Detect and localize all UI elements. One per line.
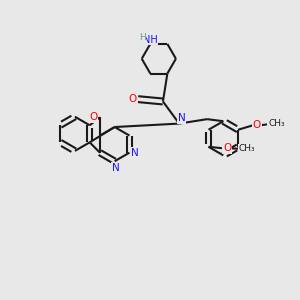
- Text: H: H: [139, 33, 145, 42]
- Text: O: O: [89, 112, 98, 122]
- Text: O: O: [128, 94, 137, 104]
- Text: N: N: [131, 148, 139, 158]
- Text: O: O: [253, 120, 261, 130]
- Text: NH: NH: [143, 34, 158, 44]
- Text: CH₃: CH₃: [268, 119, 285, 128]
- Text: N: N: [112, 163, 120, 173]
- Text: O: O: [223, 143, 231, 153]
- Text: CH₃: CH₃: [238, 144, 255, 153]
- Text: N: N: [178, 113, 185, 123]
